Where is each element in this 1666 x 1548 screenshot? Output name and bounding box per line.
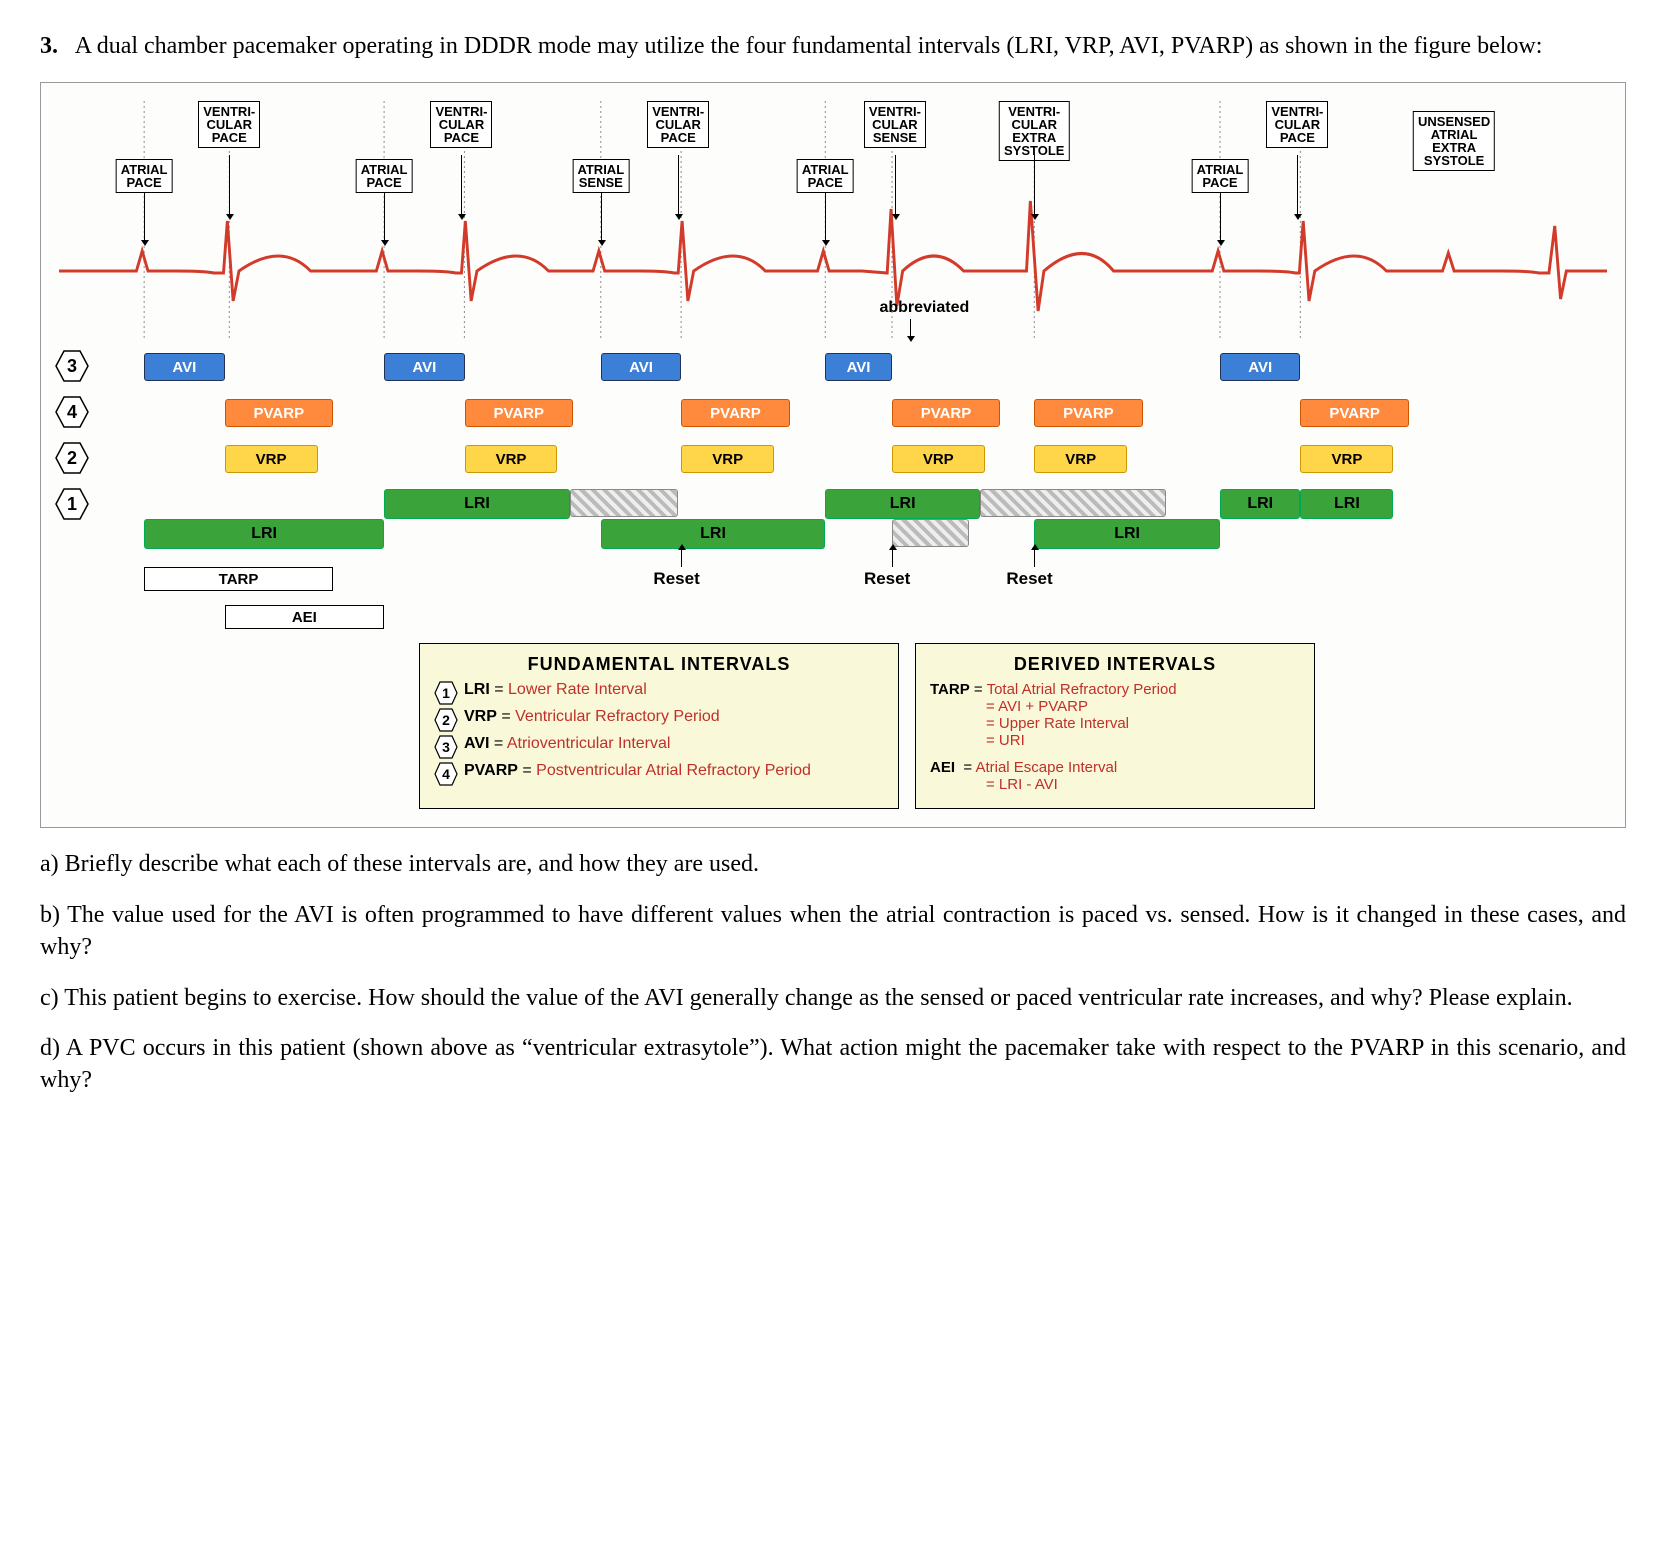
abbreviated-label: abbreviated	[879, 299, 969, 317]
event-box: ATRIAL PACE	[1192, 159, 1249, 193]
vrp-row: 2 VRPVRPVRPVRPVRPVRP	[59, 439, 1607, 479]
event-box: ATRIAL PACE	[797, 159, 854, 193]
event-box: VENTRI- CULAR PACE	[1266, 101, 1328, 148]
legend-row: FUNDAMENTAL INTERVALS 1LRI = Lower Rate …	[419, 643, 1607, 809]
question-parts: a) Briefly describe what each of these i…	[40, 848, 1626, 1096]
event-box: VENTRI- CULAR PACE	[647, 101, 709, 148]
hex-icon: 2	[434, 708, 458, 732]
lri-hatch-bar	[980, 489, 1166, 517]
legend-derived: DERIVED INTERVALS TARP = Total Atrial Re…	[915, 643, 1315, 809]
pvarp-bar-bar: PVARP	[681, 399, 789, 427]
pvarp-bar-bar: PVARP	[465, 399, 573, 427]
event-box: VENTRI- CULAR PACE	[430, 101, 492, 148]
event-arrow	[601, 193, 602, 241]
aei-bar: AEI	[225, 605, 384, 629]
legend-fundamental: FUNDAMENTAL INTERVALS 1LRI = Lower Rate …	[419, 643, 899, 809]
vrp-bar-bar: VRP	[681, 445, 774, 473]
hex-icon: 3	[434, 735, 458, 759]
event-arrow	[229, 155, 230, 215]
pvarp-row: 4 PVARPPVARPPVARPPVARPPVARPPVARP	[59, 393, 1607, 433]
vrp-bar-bar: VRP	[225, 445, 318, 473]
lri-bar: LRI	[384, 489, 570, 519]
lri-bar: LRI	[144, 519, 384, 549]
pacemaker-figure: VENTRI- CULAR PACE VENTRI- CULAR PACE VENT…	[40, 82, 1626, 828]
legend-item: 1LRI = Lower Rate Interval	[434, 681, 884, 705]
hex-icon: 1	[434, 681, 458, 705]
vrp-bar-bar: VRP	[892, 445, 985, 473]
lri-hatch-bar	[892, 519, 969, 547]
hex-icon: 4	[434, 762, 458, 786]
event-arrow	[678, 155, 679, 215]
event-arrow	[1297, 155, 1298, 215]
tarp-row: TARP	[59, 565, 1607, 595]
legend-derived-title: DERIVED INTERVALS	[930, 654, 1300, 675]
avi-bar-bar: AVI	[825, 353, 892, 381]
question-number: 3.	[40, 33, 58, 59]
pvarp-bar-bar: PVARP	[1034, 399, 1142, 427]
legend-item: 4PVARP = Postventricular Atrial Refracto…	[434, 762, 884, 786]
lri-bar: LRI	[1034, 519, 1220, 549]
event-arrow	[461, 155, 462, 215]
lri-bar: LRI	[601, 519, 825, 549]
row-marker-1: 1	[55, 487, 89, 521]
event-box: ATRIAL PACE	[356, 159, 413, 193]
event-box: ATRIAL SENSE	[572, 159, 629, 193]
row-marker-2: 2	[55, 441, 89, 475]
pvarp-bar-bar: PVARP	[225, 399, 333, 427]
legend-item: 2VRP = Ventricular Refractory Period	[434, 708, 884, 732]
legend-item: 3AVI = Atrioventricular Interval	[434, 735, 884, 759]
event-arrow	[825, 193, 826, 241]
event-arrow	[144, 193, 145, 241]
ecg-area: VENTRI- CULAR PACE VENTRI- CULAR PACE VENT…	[59, 101, 1607, 341]
lri-bar: LRI	[1220, 489, 1300, 519]
event-arrow	[384, 193, 385, 241]
question-intro: 3. A dual chamber pacemaker operating in…	[40, 30, 1626, 62]
aei-row: AEI	[59, 603, 1607, 633]
lri-hatch-bar	[570, 489, 678, 517]
tarp-bar: TARP	[144, 567, 333, 591]
avi-row: 3 AVIAVIAVIAVIAVI	[59, 347, 1607, 387]
lri-bar: LRI	[1300, 489, 1393, 519]
event-box: VENTRI- CULAR EXTRA SYSTOLE	[999, 101, 1069, 161]
part-d: d) A PVC occurs in this patient (shown a…	[40, 1032, 1626, 1097]
pvarp-bar-bar: PVARP	[1300, 399, 1408, 427]
vrp-bar-bar: VRP	[1300, 445, 1393, 473]
event-unsensed-atrial-extra: UNSENSED ATRIAL EXTRA SYSTOLE	[1413, 111, 1495, 171]
part-b: b) The value used for the AVI is often p…	[40, 899, 1626, 964]
avi-bar-bar: AVI	[144, 353, 224, 381]
vrp-bar-bar: VRP	[1034, 445, 1127, 473]
event-box: ATRIAL PACE	[116, 159, 173, 193]
legend-tarp: TARP = Total Atrial Refractory Period = …	[930, 681, 1300, 749]
event-arrow	[1220, 193, 1221, 241]
event-box: VENTRI- CULAR SENSE	[864, 101, 926, 148]
lri-bar: LRI	[825, 489, 980, 519]
avi-bar-bar: AVI	[1220, 353, 1300, 381]
avi-bar-bar: AVI	[601, 353, 681, 381]
pvarp-bar-bar: PVARP	[892, 399, 1000, 427]
legend-fundamental-title: FUNDAMENTAL INTERVALS	[434, 654, 884, 675]
avi-bar-bar: AVI	[384, 353, 464, 381]
row-marker-4: 4	[55, 395, 89, 429]
row-marker-3: 3	[55, 349, 89, 383]
legend-aei: AEI = Atrial Escape Interval = LRI - AVI	[930, 759, 1300, 793]
vrp-bar-bar: VRP	[465, 445, 558, 473]
part-a: a) Briefly describe what each of these i…	[40, 848, 1626, 880]
timing-rows: 3 AVIAVIAVIAVIAVI 4 PVARPPVARPPVARPPVARP…	[59, 347, 1607, 633]
ecg-waveform	[59, 101, 1607, 341]
part-c: c) This patient begins to exercise. How …	[40, 982, 1626, 1014]
event-arrow	[895, 155, 896, 215]
lri-row: 1 LRILRILRILRILRILRILRI ResetResetReset	[59, 485, 1607, 557]
event-box: VENTRI- CULAR PACE	[198, 101, 260, 148]
question-intro-text: A dual chamber pacemaker operating in DD…	[75, 33, 1543, 59]
event-arrow	[1034, 155, 1035, 215]
abbreviated-arrow	[910, 319, 911, 337]
